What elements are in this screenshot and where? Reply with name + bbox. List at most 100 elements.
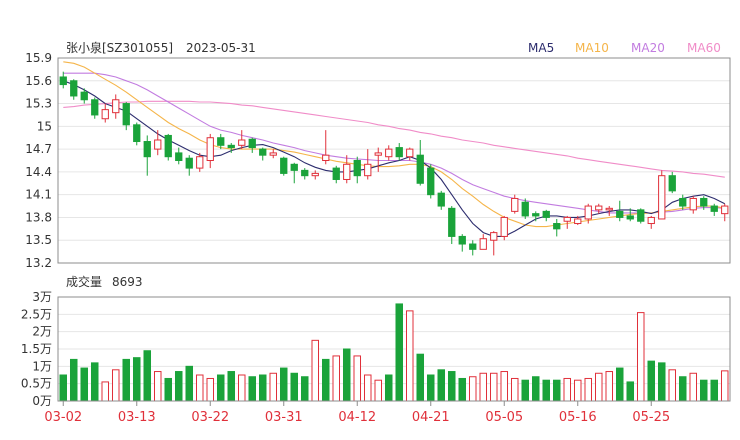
candle-body bbox=[679, 197, 687, 207]
volume-bar bbox=[227, 371, 236, 402]
candle-body bbox=[563, 216, 571, 222]
volume-bar bbox=[101, 381, 110, 402]
price-tick-label: 15.6 bbox=[25, 74, 52, 88]
candle-body bbox=[521, 201, 529, 217]
volume-bar bbox=[321, 358, 330, 402]
price-tick-label: 13.5 bbox=[25, 233, 52, 247]
candle-body bbox=[154, 139, 162, 150]
candle bbox=[395, 143, 403, 161]
volume-bar bbox=[542, 379, 551, 402]
candle-body bbox=[658, 175, 666, 220]
volume-bar bbox=[258, 374, 267, 402]
volume-tick-label: 0万 bbox=[32, 394, 52, 408]
candle bbox=[700, 196, 708, 210]
candle bbox=[374, 147, 382, 172]
volume-bar bbox=[132, 357, 141, 402]
candle-body bbox=[584, 205, 592, 220]
price-tick-label: 14.1 bbox=[25, 188, 52, 202]
volume-bar bbox=[69, 358, 78, 402]
candle-body bbox=[595, 205, 603, 211]
volume-bar bbox=[185, 365, 194, 402]
stock-title: 张小泉[SZ301055] bbox=[66, 41, 173, 55]
volume-bar bbox=[311, 339, 320, 402]
candle bbox=[101, 103, 109, 123]
candle-body bbox=[458, 235, 466, 245]
volume-bar bbox=[552, 379, 561, 402]
date-tick-label: 05-05 bbox=[485, 410, 523, 425]
volume-bar bbox=[657, 362, 666, 402]
volume-bar bbox=[647, 360, 656, 402]
candle-body bbox=[164, 134, 172, 158]
price-tick-label: 15.3 bbox=[25, 97, 52, 111]
candle-body bbox=[322, 154, 330, 161]
candle bbox=[511, 194, 519, 214]
volume-bar bbox=[59, 374, 68, 402]
candle bbox=[490, 231, 498, 256]
candle bbox=[217, 133, 225, 150]
candle-body bbox=[269, 152, 277, 156]
candle-body bbox=[437, 192, 445, 207]
candle-body bbox=[542, 210, 550, 218]
volume-bar bbox=[332, 355, 341, 402]
candle bbox=[364, 149, 372, 180]
date-tick-label: 03-02 bbox=[44, 410, 82, 425]
candle-body bbox=[112, 99, 120, 114]
candle bbox=[332, 165, 340, 184]
candle bbox=[385, 145, 393, 161]
candle-body bbox=[259, 148, 267, 156]
volume-bar bbox=[500, 371, 509, 402]
candle bbox=[248, 137, 256, 153]
volume-bar bbox=[279, 367, 288, 402]
candle-body bbox=[280, 157, 288, 174]
candle bbox=[448, 206, 456, 245]
candle-body bbox=[406, 148, 414, 158]
candle-body bbox=[479, 238, 487, 250]
candle-body bbox=[175, 152, 183, 162]
volume-bar bbox=[237, 374, 246, 402]
candle bbox=[479, 234, 487, 250]
price-tick-label: 14.4 bbox=[25, 165, 52, 179]
candle bbox=[584, 203, 592, 224]
volume-tick-label: 0.5万 bbox=[21, 377, 52, 391]
candle bbox=[238, 130, 246, 150]
volume-bar bbox=[143, 350, 152, 402]
volume-tick-label: 2万 bbox=[32, 325, 52, 339]
candle bbox=[269, 149, 277, 159]
candle-body bbox=[238, 139, 246, 146]
candle bbox=[112, 94, 120, 119]
date-tick-label: 03-22 bbox=[191, 410, 229, 425]
date-tick-label: 05-16 bbox=[559, 410, 597, 425]
candle-body bbox=[490, 232, 498, 241]
volume-bar bbox=[479, 372, 488, 402]
volume-bar bbox=[216, 374, 225, 402]
volume-bar bbox=[720, 370, 729, 402]
candle-body bbox=[605, 207, 613, 211]
volume-bar bbox=[416, 353, 425, 402]
candle bbox=[658, 170, 666, 220]
candle bbox=[563, 215, 571, 229]
candle bbox=[80, 88, 88, 104]
candle-body bbox=[668, 175, 676, 192]
candle bbox=[164, 133, 172, 161]
candle bbox=[605, 206, 613, 216]
candle-body bbox=[217, 137, 225, 146]
candle-body bbox=[511, 197, 519, 212]
volume-bar bbox=[458, 377, 467, 402]
candle bbox=[280, 156, 288, 176]
candle bbox=[710, 203, 718, 216]
candle-body bbox=[364, 163, 372, 177]
volume-bar bbox=[510, 377, 519, 402]
price-y-axis-ticks: 15.9 15.6 15.3 15 14.7 14.4 14.1 13.8 13.5 13.2 bbox=[25, 51, 52, 270]
volume-bar bbox=[563, 377, 572, 402]
candle bbox=[637, 208, 645, 224]
candle-body bbox=[427, 167, 435, 196]
candlesticks bbox=[59, 71, 729, 256]
candle-body bbox=[532, 213, 540, 217]
volume-tick-label: 3万 bbox=[32, 290, 52, 304]
candle bbox=[259, 147, 267, 161]
volume-bar bbox=[689, 372, 698, 402]
candle bbox=[122, 102, 130, 131]
volume-bar bbox=[342, 348, 351, 402]
candle-body bbox=[122, 103, 130, 126]
